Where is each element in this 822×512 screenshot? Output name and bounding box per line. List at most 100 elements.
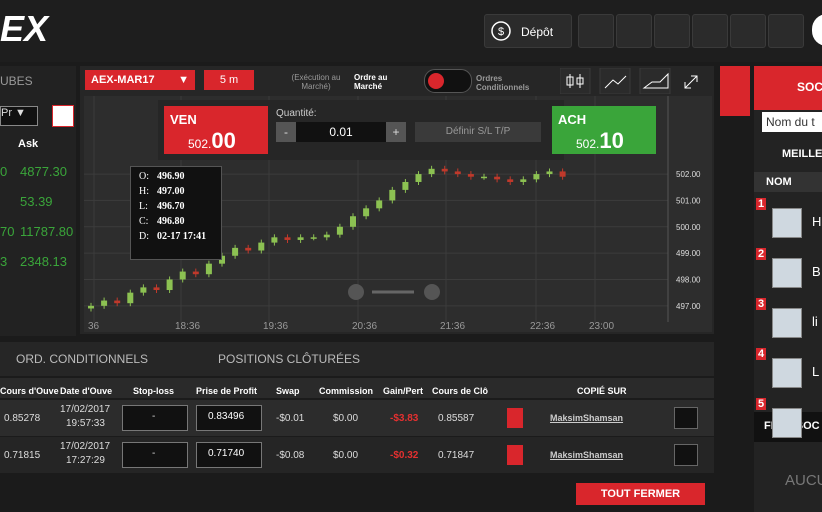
- rank: 5: [756, 398, 767, 410]
- minus[interactable]: -: [276, 122, 296, 142]
- cell: 0.85278: [4, 413, 41, 424]
- deposit-label: Dépôt: [521, 25, 554, 39]
- candle: [179, 271, 186, 280]
- x-tick-label: 20:36: [352, 321, 377, 332]
- tooltip-value: 496.70: [157, 201, 185, 212]
- avatar[interactable]: [812, 14, 822, 46]
- best-title: MEILLE: [782, 148, 822, 160]
- close-position[interactable]: [507, 445, 523, 465]
- rank: 1: [756, 198, 767, 210]
- candle: [284, 237, 291, 240]
- x-tick-label: 19:36: [263, 321, 288, 332]
- deposit-button[interactable]: $ Dépôt: [484, 14, 572, 48]
- toolbar-icon[interactable]: [616, 14, 652, 48]
- candle: [88, 305, 94, 309]
- right-header: [754, 66, 822, 110]
- candle: [350, 216, 356, 227]
- trader-avatar: [772, 308, 802, 338]
- candle: [245, 247, 252, 251]
- tab-bar: [0, 342, 714, 376]
- cell: 0.85587: [438, 413, 475, 424]
- stoploss-box: [122, 405, 188, 431]
- toolbar-icon[interactable]: [692, 14, 728, 48]
- y-tick-label: 497.00: [676, 302, 701, 311]
- y-tick-label: 499.00: [676, 249, 701, 258]
- candle: [389, 189, 396, 201]
- buy-button[interactable]: ACH 502.10: [552, 106, 656, 154]
- candle: [219, 255, 225, 264]
- column-header: Date d'Ouve: [60, 386, 113, 396]
- trader-name: li: [812, 314, 818, 329]
- candle: [140, 287, 147, 293]
- takeprofit-box: [196, 442, 262, 468]
- toolbar-icon[interactable]: [578, 14, 614, 48]
- sltp-button[interactable]: Définir S/L T/P: [415, 122, 541, 142]
- candle: [205, 263, 212, 275]
- candle: [481, 176, 487, 179]
- trader-name: L: [812, 364, 820, 379]
- ask-header: Ask: [18, 138, 39, 150]
- toolbar-icon[interactable]: [730, 14, 766, 48]
- column-header: Cours de Clô: [432, 386, 489, 396]
- cell: MaksimShamsan: [550, 450, 624, 460]
- close-position[interactable]: [507, 408, 523, 428]
- tab[interactable]: POSITIONS CLÔTURÉES: [218, 352, 361, 366]
- zoom-in: [424, 284, 440, 300]
- candle: [533, 174, 540, 180]
- tooltip-key: L:: [139, 201, 148, 212]
- cell: -$0.32: [390, 450, 419, 461]
- rank: 3: [756, 298, 767, 310]
- cell: 0.71847: [438, 450, 475, 461]
- cell: -$3.83: [390, 413, 419, 424]
- execution-note: (Exécution au Marché): [291, 73, 341, 91]
- candle: [310, 237, 317, 239]
- ask-price: 11787.80: [20, 224, 74, 239]
- instrument: AEX-MAR17: [91, 74, 155, 86]
- buy-price-big: 10: [599, 128, 624, 153]
- quantity-label: Quantité:: [276, 108, 317, 119]
- tooltip-value: 496.80: [157, 216, 185, 227]
- cell: 19:57:33: [66, 418, 105, 429]
- candle: [494, 176, 501, 180]
- symbol-fragment: 3: [0, 254, 8, 269]
- sell-label: VEN: [170, 112, 197, 127]
- toolbar-icon[interactable]: [654, 14, 690, 48]
- info-button[interactable]: [674, 407, 698, 429]
- quantity-input[interactable]: 0.01: [296, 122, 386, 142]
- ask-price: 53.39: [20, 194, 53, 209]
- info-button[interactable]: [674, 444, 698, 466]
- instrument-select[interactable]: AEX-MAR17 ▼: [85, 70, 195, 90]
- candle: [192, 271, 199, 275]
- cell: -: [152, 448, 156, 459]
- timeframe[interactable]: 5 m: [204, 70, 254, 90]
- order-toggle[interactable]: [424, 69, 472, 93]
- sell-price-big: 00: [211, 128, 236, 153]
- candle: [127, 292, 134, 304]
- tab[interactable]: ORD. CONDITIONNELS: [16, 352, 149, 366]
- sell-button[interactable]: VEN 502.00: [164, 106, 268, 154]
- column-header: Swap: [276, 386, 300, 396]
- conditional-orders[interactable]: Ordres Conditionnels: [476, 74, 530, 92]
- select[interactable]: Pr ▼: [0, 106, 38, 126]
- toolbar-icon[interactable]: [768, 14, 804, 48]
- stoploss-box: [122, 442, 188, 468]
- symbol-fragment: 70: [0, 224, 15, 239]
- tooltip-key: O:: [139, 171, 149, 182]
- cell: -: [152, 411, 156, 422]
- order-market[interactable]: Ordre au Marché: [354, 73, 388, 91]
- cell: 0.71815: [4, 450, 41, 461]
- y-tick-label: 500.00: [676, 223, 701, 232]
- plus[interactable]: +: [386, 122, 406, 142]
- ask-price: 4877.30: [20, 164, 67, 179]
- ohlc-tooltip: O: 496.90 H: 497.00 L: 496.70 C: 496.80 D: 02-17 …: [130, 166, 222, 260]
- y-tick-label: 501.00: [676, 196, 701, 205]
- candle: [336, 226, 343, 235]
- tooltip-key: C:: [139, 216, 149, 227]
- close-all-button[interactable]: TOUT FERMER: [576, 483, 705, 505]
- search-input[interactable]: Nom du t: [762, 112, 822, 132]
- right-panel: [754, 66, 822, 512]
- list-toggle[interactable]: [52, 105, 74, 127]
- table-row: [0, 437, 714, 473]
- social-tab[interactable]: [720, 66, 750, 116]
- candle: [402, 181, 409, 190]
